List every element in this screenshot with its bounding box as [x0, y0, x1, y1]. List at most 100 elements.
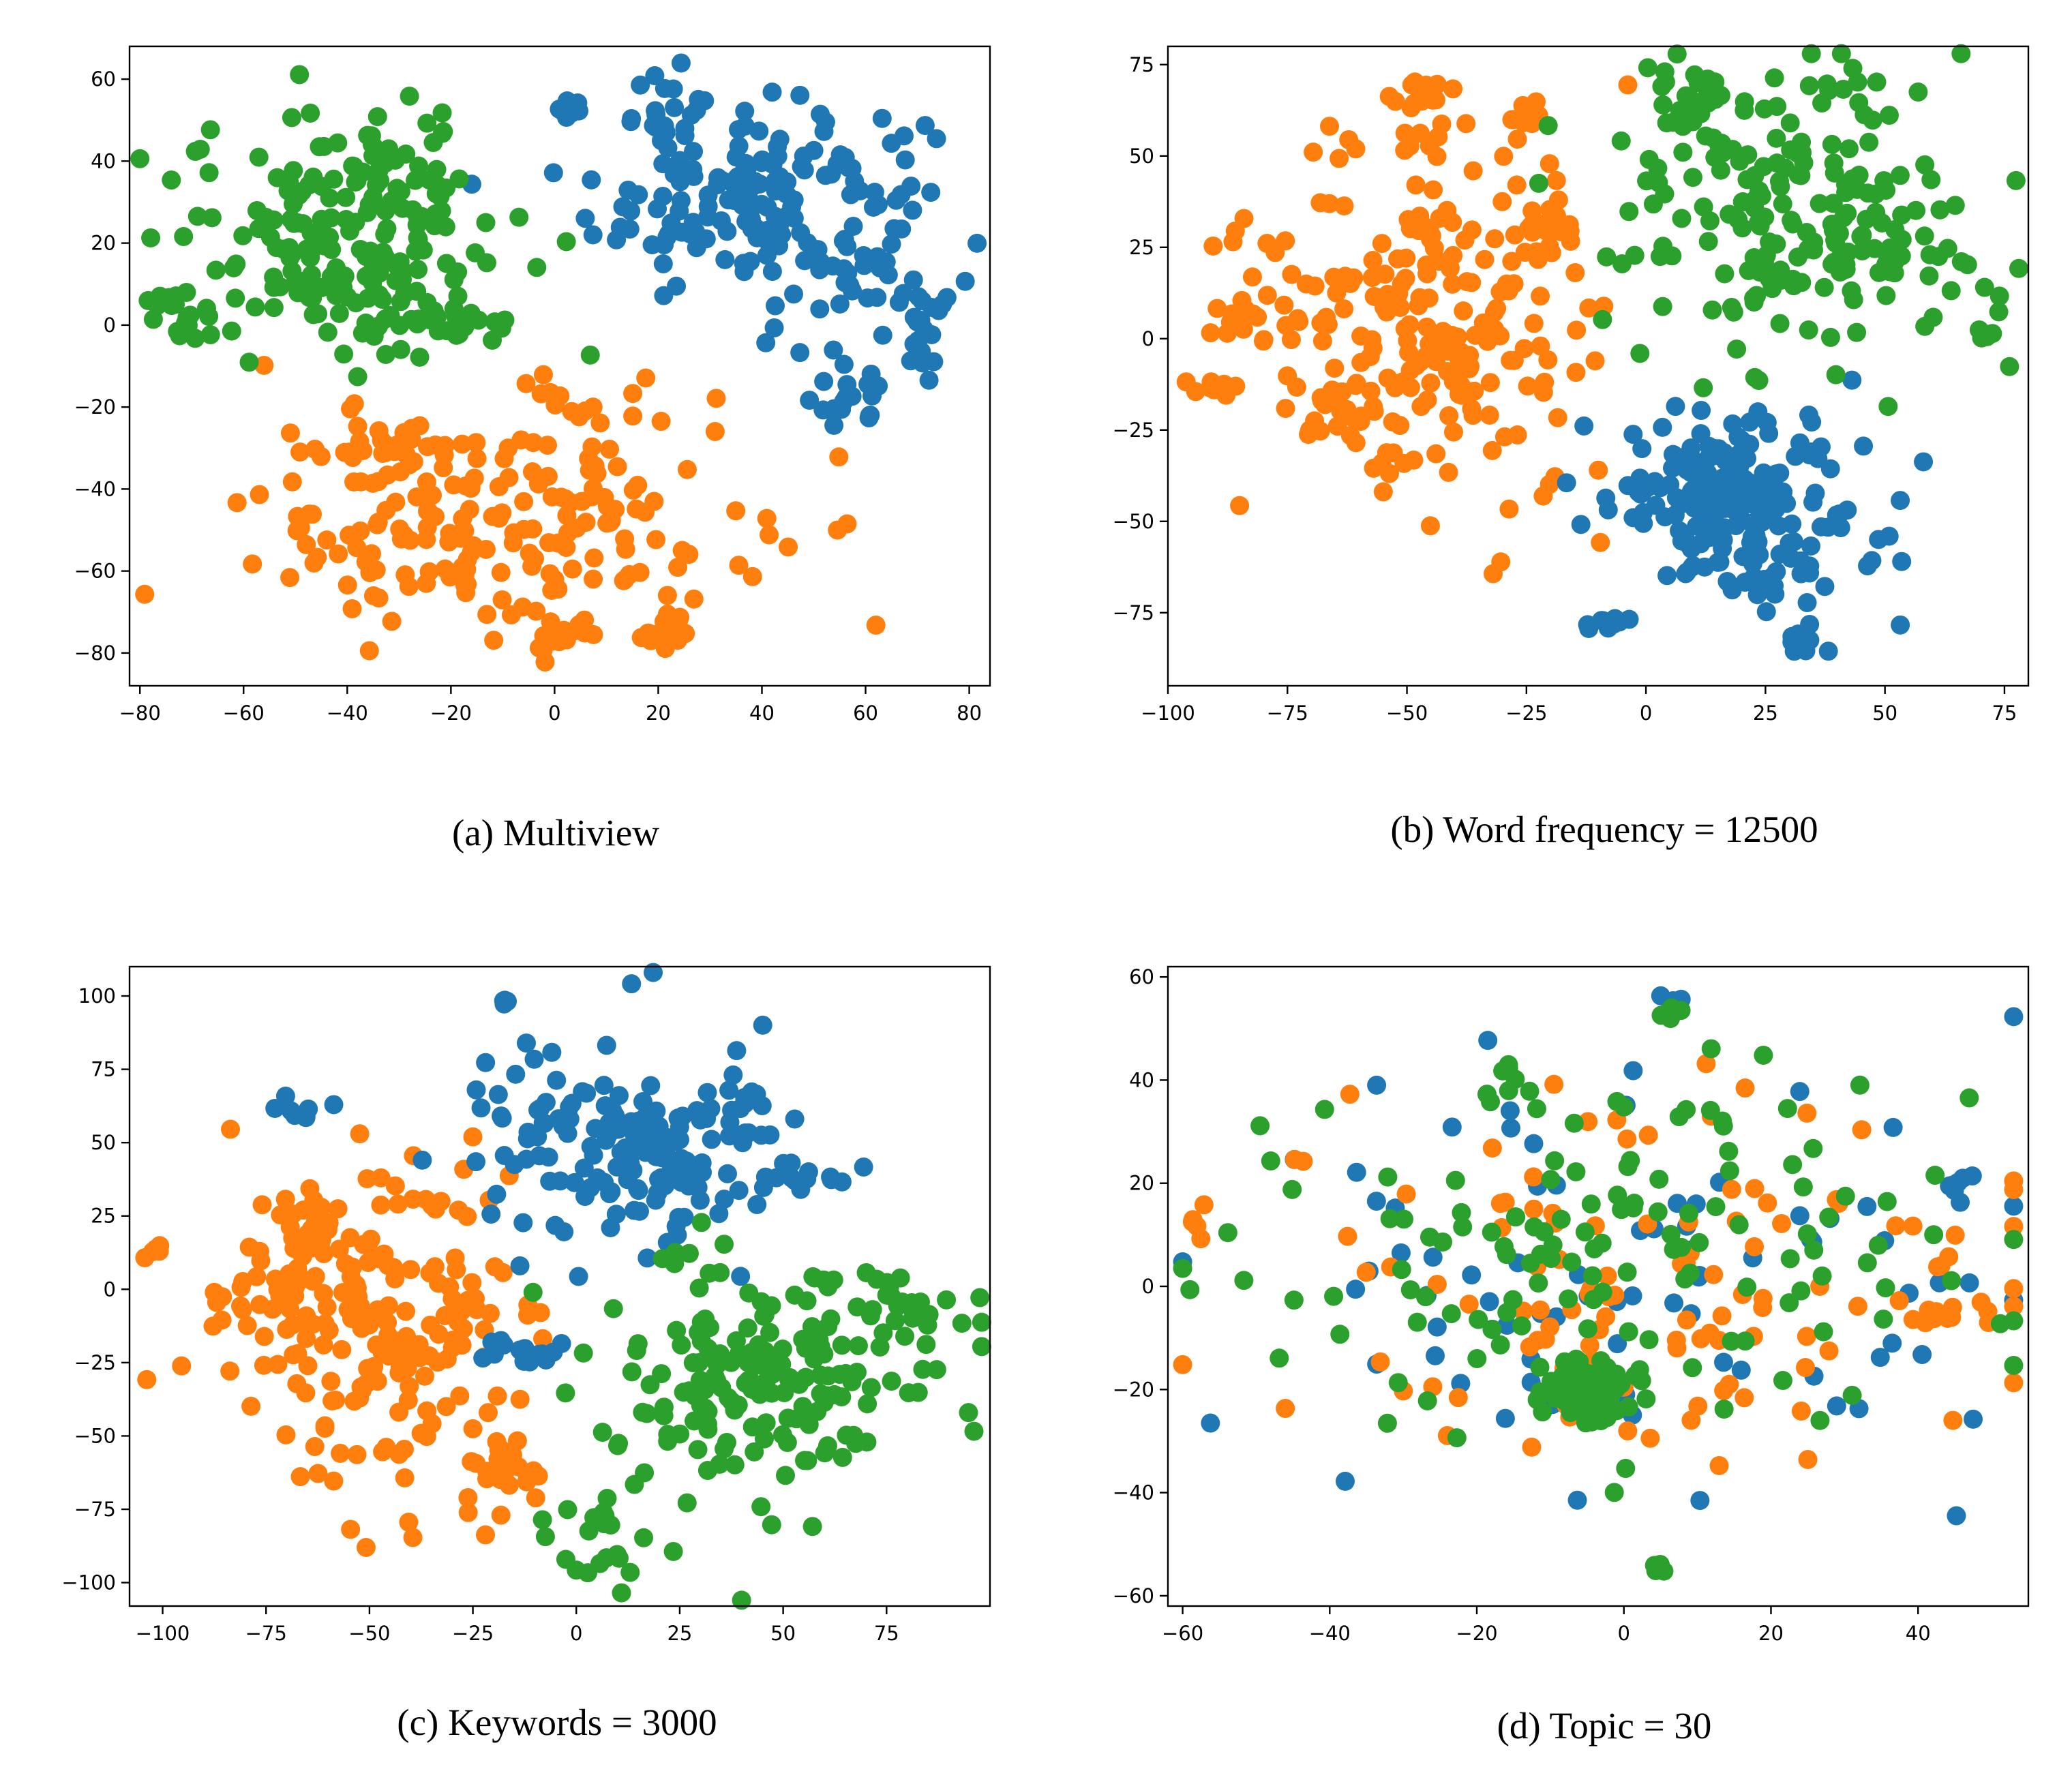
point-green [1825, 163, 1844, 183]
point-orange [1454, 301, 1473, 321]
y-tick-label: −40 [1113, 1481, 1154, 1505]
x-tick-label: −40 [327, 701, 368, 725]
point-blue [1574, 416, 1594, 436]
point-orange [1310, 193, 1330, 213]
point-green [1724, 302, 1743, 322]
point-green [1771, 177, 1790, 196]
point-green [1788, 165, 1808, 185]
point-green [1677, 1100, 1696, 1119]
point-green [1672, 209, 1692, 228]
point-green [1630, 344, 1650, 363]
point-orange [1677, 1310, 1696, 1330]
point-orange [457, 560, 477, 579]
point-blue [1786, 447, 1805, 466]
point-green [1713, 1111, 1732, 1131]
point-orange [456, 476, 476, 496]
point-green [1711, 160, 1730, 180]
point-orange [287, 521, 307, 541]
point-green [1842, 281, 1861, 301]
y-tick-label: 0 [1142, 1275, 1154, 1298]
point-green [1799, 320, 1818, 340]
series-green [130, 65, 600, 387]
point-orange [1480, 373, 1500, 393]
point-orange [503, 533, 523, 553]
point-orange [1501, 350, 1520, 370]
point-green [1652, 76, 1672, 96]
point-orange [866, 616, 886, 635]
point-green [1505, 1207, 1525, 1227]
point-green [509, 207, 529, 227]
point-orange [1406, 175, 1426, 195]
point-orange [1617, 1129, 1637, 1149]
point-green [495, 310, 515, 330]
point-green [1777, 1099, 1797, 1119]
point-orange [1565, 263, 1585, 283]
point-orange [1531, 336, 1550, 356]
point-green [1727, 339, 1747, 359]
point-blue [725, 176, 745, 196]
point-orange [1400, 378, 1420, 397]
point-blue [872, 108, 892, 128]
point-blue [1335, 1471, 1355, 1491]
point-blue [836, 388, 856, 408]
point-blue [644, 116, 663, 136]
point-orange [1276, 1399, 1295, 1419]
point-orange [584, 548, 604, 568]
point-green [298, 286, 318, 305]
point-orange [1502, 252, 1522, 271]
point-blue [1858, 556, 1878, 576]
point-orange [243, 554, 262, 574]
point-orange [350, 432, 370, 451]
point-blue [1747, 585, 1767, 605]
point-green [1675, 1269, 1695, 1289]
point-green [1388, 1373, 1408, 1393]
point-orange [1795, 1358, 1815, 1378]
point-orange [250, 485, 269, 504]
point-green [1543, 1235, 1563, 1255]
point-green [1919, 266, 1939, 286]
point-green [400, 87, 419, 106]
x-tick-label: 0 [548, 701, 560, 725]
point-orange [400, 530, 420, 550]
y-tick-label: 60 [1129, 965, 1154, 988]
point-orange [706, 389, 726, 408]
point-blue [667, 276, 687, 296]
point-green [1673, 142, 1693, 162]
point-orange [254, 1327, 274, 1346]
point-green [1611, 131, 1631, 151]
point-orange [1819, 1341, 1839, 1361]
point-blue [843, 216, 863, 236]
point-green [1720, 1161, 1739, 1181]
point-green [174, 227, 194, 247]
point-green [375, 224, 395, 244]
point-blue [921, 183, 941, 202]
point-green [406, 241, 425, 261]
point-orange [1459, 354, 1479, 374]
point-blue [1891, 491, 1910, 511]
point-orange [1351, 327, 1371, 346]
point-green [264, 298, 284, 318]
point-green [1261, 1151, 1280, 1171]
point-blue [766, 296, 785, 316]
point-orange [1389, 284, 1409, 303]
point-green [196, 299, 216, 318]
point-orange [1337, 399, 1357, 419]
point-orange [1230, 496, 1250, 515]
point-blue [903, 200, 922, 220]
point-blue [1591, 611, 1611, 631]
point-green [1445, 1170, 1465, 1190]
point-green [1676, 86, 1696, 106]
point-green [1685, 65, 1705, 85]
point-orange [1339, 130, 1359, 149]
point-green [1584, 1290, 1604, 1310]
axes-frame [1167, 45, 2030, 687]
point-orange [1548, 408, 1567, 427]
point-green [1804, 1240, 1824, 1260]
point-orange [1791, 1401, 1811, 1421]
point-orange [1338, 1226, 1357, 1246]
point-orange [528, 474, 548, 494]
point-green [310, 137, 329, 157]
point-orange [386, 492, 406, 512]
